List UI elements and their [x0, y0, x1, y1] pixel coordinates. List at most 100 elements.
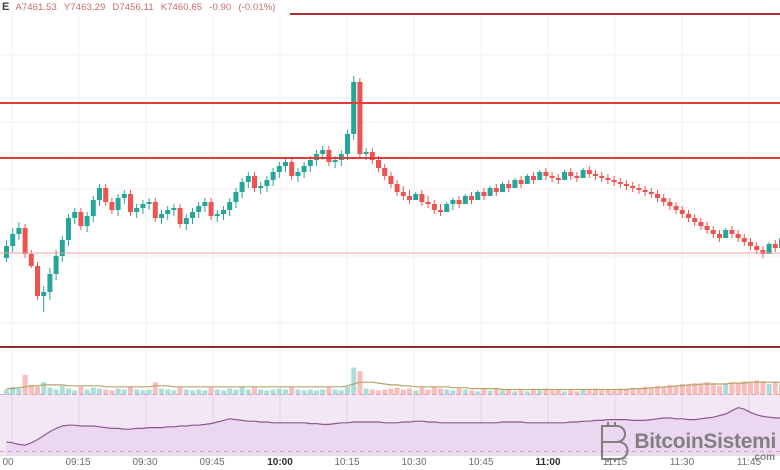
time-axis[interactable]: 00 09:15 09:30 09:45 10:00 10:15 10:30 10:45 11:…	[0, 455, 780, 470]
volume-bar	[537, 390, 543, 395]
volume-bar	[109, 390, 115, 395]
volume-bar	[741, 381, 747, 395]
volume-bar	[605, 389, 611, 395]
volume-bar	[295, 389, 301, 395]
candle-body	[624, 184, 629, 186]
candle-body	[549, 176, 555, 178]
candle-body	[661, 198, 667, 202]
volume-bar	[617, 388, 623, 395]
candle-body	[735, 234, 741, 238]
volume-bar	[183, 389, 189, 395]
volume-bar	[624, 389, 629, 395]
candle-body	[617, 182, 623, 184]
volume-bar	[444, 389, 450, 395]
candle-body	[283, 162, 288, 166]
volume-bar	[202, 390, 208, 395]
volume-bar	[41, 382, 47, 395]
volume-bar	[332, 389, 338, 395]
oscillator-panel[interactable]	[0, 395, 780, 455]
candle-body	[90, 200, 96, 216]
volume-bar	[506, 389, 512, 395]
volume-panel[interactable]	[0, 347, 780, 395]
volume-bar	[562, 391, 567, 395]
volume-bar	[772, 382, 778, 395]
candle-body	[66, 218, 71, 240]
volume-bar	[754, 380, 760, 395]
candle-body	[351, 82, 357, 134]
volume-bar	[121, 389, 127, 395]
time-tick-label: 09:30	[132, 457, 158, 468]
candle-body	[10, 234, 16, 246]
candle-body	[22, 228, 28, 254]
volume-bar	[431, 386, 437, 395]
volume-bar	[456, 388, 462, 395]
candle-body	[376, 160, 381, 168]
candle-body	[221, 210, 226, 214]
volume-bar	[283, 389, 288, 395]
volume-bar	[196, 389, 202, 395]
time-tick-label: 10:15	[334, 457, 360, 468]
time-tick-label: 11:00	[535, 457, 561, 468]
volume-bar	[388, 388, 394, 395]
volume-bar	[97, 388, 102, 395]
time-tick-label: 09:45	[199, 457, 225, 468]
candle-body	[388, 176, 394, 184]
volume-bar	[264, 390, 270, 395]
volume-bar	[270, 389, 276, 395]
volume-bar	[555, 389, 561, 395]
candle-body	[562, 172, 567, 180]
oscillator-fill	[6, 407, 780, 455]
volume-bar	[698, 384, 704, 395]
candle-body	[667, 202, 673, 206]
candle-body	[555, 178, 561, 180]
time-tick-label: 11:15	[602, 457, 628, 468]
volume-bar	[717, 385, 722, 395]
volume-bar	[227, 388, 233, 395]
candle-body	[642, 190, 648, 192]
candle-body	[208, 202, 214, 216]
volume-bar	[208, 387, 214, 395]
volume-bar	[611, 390, 617, 395]
price-candlestick-panel[interactable]	[0, 16, 780, 347]
candle-body	[109, 202, 115, 210]
candle-body	[128, 194, 133, 212]
volume-bar	[481, 389, 487, 395]
volume-bar	[16, 388, 22, 395]
volume-bar	[462, 389, 468, 395]
candle-body	[394, 184, 400, 192]
volume-bar	[258, 389, 264, 395]
time-tick-label: 09:15	[65, 457, 91, 468]
volume-bar	[580, 389, 586, 395]
candle-body	[450, 200, 456, 204]
volume-bar	[679, 384, 685, 395]
candle-body	[475, 192, 481, 200]
volume-bar	[686, 384, 691, 395]
volume-bar	[599, 390, 605, 395]
candle-body	[611, 180, 617, 182]
volume-bar	[53, 389, 59, 395]
candle-body	[419, 194, 425, 202]
candle-body	[258, 186, 264, 188]
volume-ma-line	[6, 381, 780, 391]
volume-bar	[407, 388, 412, 395]
volume-bar	[165, 389, 171, 395]
volume-bar	[667, 384, 673, 395]
candle-body	[103, 188, 109, 202]
candle-body	[369, 152, 375, 160]
volume-bar	[766, 384, 772, 395]
time-tick-label: 10:30	[401, 457, 427, 468]
volume-bar	[568, 390, 574, 395]
candle-body	[252, 176, 257, 188]
candle-body	[140, 204, 146, 208]
volume-bar	[84, 389, 90, 395]
volume-bar	[245, 389, 251, 395]
candle-body	[16, 228, 22, 234]
candle-body	[586, 170, 592, 174]
candle-body	[320, 150, 326, 154]
volume-bar	[549, 390, 555, 395]
candle-body	[531, 176, 536, 180]
header-underline	[290, 13, 780, 15]
candle-body	[115, 198, 121, 210]
candle-body	[500, 184, 505, 192]
candle-body	[431, 204, 437, 210]
